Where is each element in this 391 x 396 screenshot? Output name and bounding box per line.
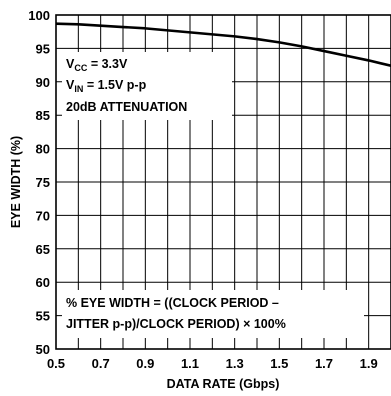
x-tick-label: 0.5 xyxy=(47,356,65,371)
vcc-symbol: V xyxy=(66,57,75,71)
formula-line-1: % EYE WIDTH = ((CLOCK PERIOD – xyxy=(66,296,279,310)
y-tick-label: 55 xyxy=(36,309,50,324)
series-group xyxy=(55,22,391,68)
y-tick-label: 95 xyxy=(36,41,50,56)
series-line xyxy=(55,22,391,68)
x-tick-label: 0.7 xyxy=(92,356,110,371)
vcc-subscript: CC xyxy=(74,63,87,73)
x-tick-label: 1.9 xyxy=(360,356,378,371)
y-tick-label: 90 xyxy=(36,75,50,90)
x-tick-label: 1.1 xyxy=(181,356,199,371)
y-tick-label: 50 xyxy=(36,342,50,357)
x-tick-label: 1.3 xyxy=(226,356,244,371)
vin-value: = 1.5V p-p xyxy=(83,78,146,92)
y-tick-labels: 50 55 60 65 70 75 80 85 90 95 100 xyxy=(28,8,50,357)
vin-annotation: VIN = 1.5V p-p xyxy=(66,78,147,94)
x-tick-labels: 0.5 0.7 0.9 1.1 1.3 1.5 1.7 1.9 xyxy=(47,356,378,371)
x-tick-label: 1.5 xyxy=(270,356,288,371)
x-tick-label: 0.9 xyxy=(136,356,154,371)
vin-subscript: IN xyxy=(74,84,83,94)
vcc-annotation: VCC = 3.3V xyxy=(66,57,128,73)
vin-symbol: V xyxy=(66,78,75,92)
y-tick-label: 80 xyxy=(36,142,50,157)
x-tick-label: 1.7 xyxy=(315,356,333,371)
y-tick-label: 60 xyxy=(36,275,50,290)
conditions-box xyxy=(62,52,232,120)
y-tick-label: 100 xyxy=(28,8,50,23)
formula-line-2: JITTER p-p)/CLOCK PERIOD) × 100% xyxy=(66,317,286,331)
y-tick-label: 85 xyxy=(36,108,50,123)
vcc-value: = 3.3V xyxy=(87,57,128,71)
y-tick-label: 65 xyxy=(36,242,50,257)
y-axis-label: EYE WIDTH (%) xyxy=(9,136,23,228)
formula-box xyxy=(62,290,364,338)
attenuation-annotation: 20dB ATTENUATION xyxy=(66,100,187,114)
y-tick-label: 70 xyxy=(36,208,50,223)
plot-frame xyxy=(55,14,391,350)
y-tick-label: 75 xyxy=(36,175,50,190)
x-axis-label: DATA RATE (Gbps) xyxy=(167,377,280,391)
